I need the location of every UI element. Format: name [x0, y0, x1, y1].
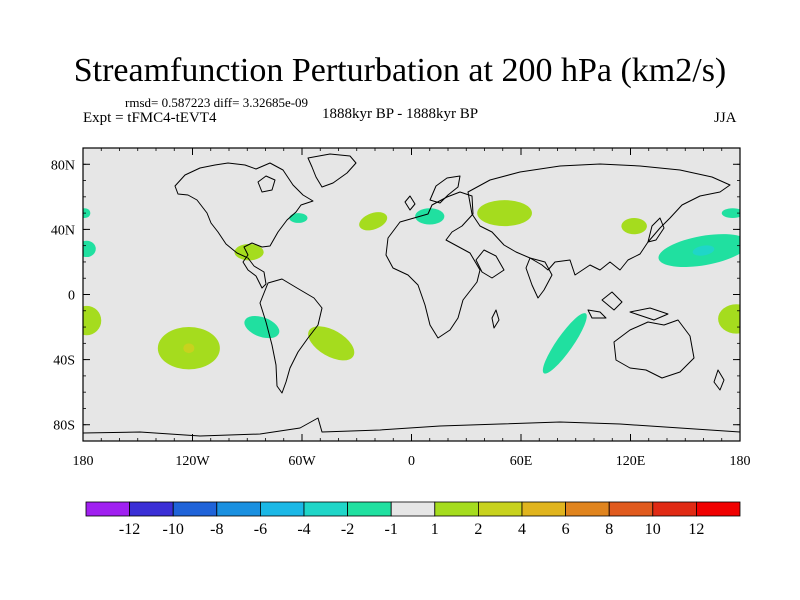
colorbar-label: -2 [341, 521, 354, 538]
y-tick-label: 0 [68, 289, 75, 304]
anomaly-region-indian-ocean [542, 313, 587, 374]
chart-title: Streamfunction Perturbation at 200 hPa (… [73, 52, 727, 89]
anomaly-region-spac-east [244, 315, 280, 339]
anomaly-region-east-asia [621, 217, 647, 235]
colorbar-label: -12 [119, 521, 140, 538]
colorbar-swatch [172, 501, 218, 517]
experiment-label: Expt = tFMC4-tEVT4 [83, 110, 217, 126]
colorbar-swatch [565, 501, 610, 517]
colorbar-swatch [696, 501, 741, 517]
colorbar-swatch [216, 501, 261, 517]
x-tick-label: 180 [730, 454, 751, 469]
rmsd-label: rmsd= 0.587223 diff= 3.32685e-09 [125, 95, 309, 110]
anomaly-region-npac-east [721, 208, 740, 218]
x-tick-label: 180 [73, 454, 94, 469]
anomaly-region-pac-dateline-w [83, 240, 96, 258]
anomaly-region-satl-east [308, 326, 355, 361]
colorbar-swatch [129, 501, 174, 517]
anomaly-core-npac-west [692, 245, 715, 256]
x-tick-label: 120W [175, 454, 210, 469]
x-tick-label: 0 [408, 454, 415, 469]
colorbar-swatch [652, 501, 697, 517]
colorbar-label: -8 [210, 521, 223, 538]
season-label: JJA [714, 110, 737, 126]
colorbar-swatch [477, 501, 523, 517]
anomaly-layer [83, 200, 740, 374]
anomaly-region-central-asia [477, 200, 532, 227]
colorbar-label: 4 [518, 521, 526, 538]
colorbar-label: 1 [431, 521, 439, 538]
anomaly-region-na-east [289, 213, 308, 223]
colorbar-swatch [85, 501, 130, 517]
y-axis: 80N 40N 0 40S 80S [51, 158, 740, 434]
colorbar-label: -6 [254, 521, 267, 538]
colorbar-label: 8 [605, 521, 613, 538]
period-label: 1888kyr BP - 1888kyr BP [322, 106, 479, 122]
colorbar-label: 10 [645, 521, 661, 538]
anomaly-region-europe [415, 208, 445, 225]
colorbar: -12 -10 -8 -6 -4 -2 -1 1 2 4 6 8 10 12 [85, 501, 741, 538]
colorbar-label: 6 [562, 521, 570, 538]
colorbar-swatch [608, 501, 654, 517]
anomaly-region-gulf-mexico [234, 244, 264, 261]
anomaly-region-pac-dateline-n [83, 208, 91, 218]
colorbar-label: -4 [297, 521, 310, 538]
colorbar-swatch [434, 501, 479, 517]
coastlines [83, 153, 740, 437]
y-tick-label: 80S [53, 419, 75, 434]
y-tick-label: 80N [51, 158, 75, 173]
x-axis: 180 120W 60W 0 60E 120E 180 [73, 148, 751, 469]
x-tick-label: 60E [510, 454, 533, 469]
x-tick-label: 120E [616, 454, 646, 469]
colorbar-swatch [347, 501, 392, 517]
colorbar-swatch [521, 501, 566, 517]
map-background [83, 148, 740, 441]
colorbar-label: -10 [163, 521, 184, 538]
colorbar-swatch [303, 501, 348, 517]
anomaly-core-spac-central [183, 343, 195, 354]
x-tick-label: 60W [288, 454, 316, 469]
colorbar-swatch [390, 501, 436, 517]
anomaly-region-australia-west [83, 305, 102, 336]
anomaly-region-australia-east [718, 304, 740, 334]
y-tick-label: 40N [51, 223, 75, 238]
colorbar-swatch [259, 501, 305, 517]
anomaly-region-natl [359, 212, 388, 231]
y-tick-label: 40S [53, 354, 75, 369]
colorbar-label: -1 [385, 521, 398, 538]
colorbar-label: 12 [688, 521, 704, 538]
colorbar-label: 2 [474, 521, 482, 538]
